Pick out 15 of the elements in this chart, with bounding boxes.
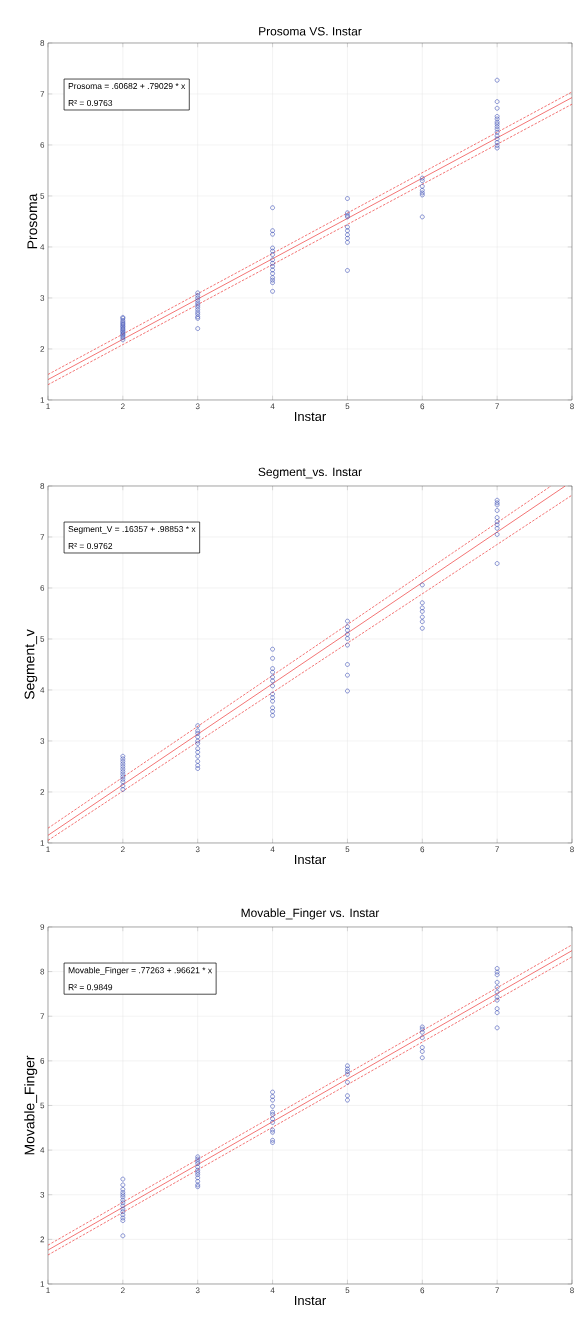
chart-title: Segment_vs. Instar (258, 467, 362, 479)
annotation: R² = 0.9762 (68, 543, 113, 549)
y-axis-title: Movable_Finger (24, 1055, 38, 1155)
x-axis-title: Instar (295, 411, 326, 422)
x-axis-title: Instar (295, 1295, 326, 1306)
annotation: R² = 0.9849 (68, 984, 113, 991)
x-axis-title: Instar (295, 854, 326, 865)
y-axis-title: Segment_v (24, 629, 38, 700)
chart-title: Prosoma VS. Instar (259, 27, 362, 36)
annotation: Prosoma = .60682 + .79029 * x (68, 83, 186, 90)
chart-title: Movable_Finger vs. Instar (241, 908, 380, 920)
annotation: Segment_V = .16357 + .98853 * x (68, 526, 196, 534)
y-axis-title: Prosoma (27, 193, 38, 249)
annotation: R² = 0.9763 (68, 100, 113, 106)
annotation: Movable_Finger = .77263 + .96621 * x (68, 967, 213, 975)
